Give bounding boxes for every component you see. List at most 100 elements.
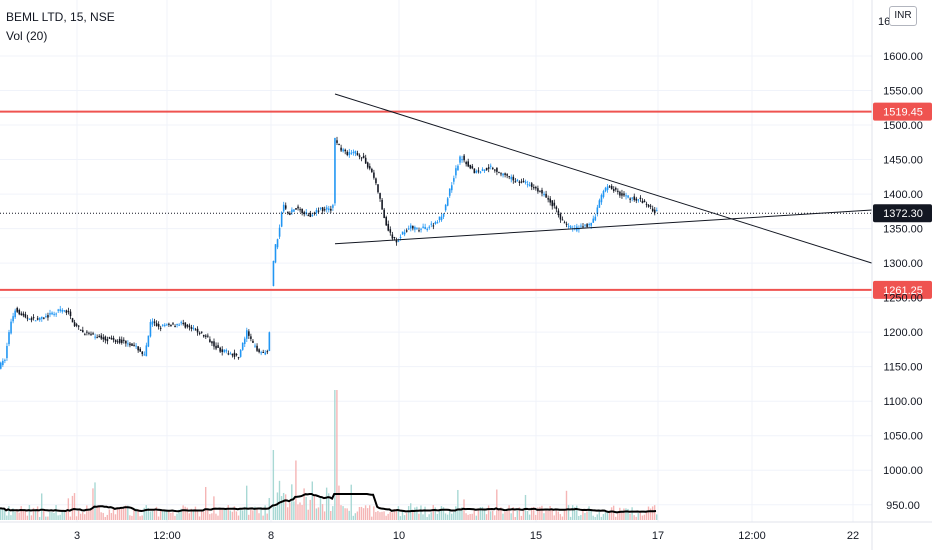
candle-body xyxy=(102,337,105,340)
candle-body xyxy=(629,198,631,200)
candle-body xyxy=(59,309,62,312)
time-tick-label: 17 xyxy=(652,530,664,542)
volume-bar xyxy=(651,506,654,520)
candle-body xyxy=(522,180,525,182)
volume-bar xyxy=(88,511,90,520)
volume-bar xyxy=(369,505,371,520)
volume-bar xyxy=(239,508,242,520)
candle-body xyxy=(615,188,617,190)
volume-bar xyxy=(190,508,193,520)
volume-bar xyxy=(305,496,307,520)
candle-body xyxy=(120,339,123,343)
volume-bar xyxy=(319,496,322,520)
volume-bar xyxy=(621,511,623,520)
volume-bar xyxy=(38,516,41,520)
volume-bar xyxy=(598,509,600,520)
level-tag xyxy=(873,102,932,121)
candle-body xyxy=(266,351,269,353)
candle-body xyxy=(157,324,160,327)
volume-indicator-label[interactable]: Vol (20) xyxy=(6,29,48,43)
volume-bar xyxy=(424,506,426,520)
candle-body xyxy=(506,174,508,176)
price-tick-label: 1500.00 xyxy=(883,120,923,132)
candle-body xyxy=(438,216,441,220)
candle-body xyxy=(338,143,340,145)
volume-bar xyxy=(43,510,45,520)
volume-bar xyxy=(34,509,37,520)
volume-bar xyxy=(328,493,330,520)
volume-bar xyxy=(489,511,492,520)
candle-body xyxy=(426,228,428,230)
volume-bar xyxy=(338,485,340,520)
candle-body xyxy=(90,333,92,335)
volume-bar xyxy=(366,508,369,520)
volume-bar xyxy=(571,505,574,520)
volume-bar xyxy=(61,510,63,520)
volume-bar xyxy=(299,502,301,520)
volume-bar xyxy=(580,515,582,520)
candle-body xyxy=(375,178,377,184)
candle-body xyxy=(237,357,240,359)
volume-bar xyxy=(526,511,529,520)
candle-body xyxy=(594,216,597,221)
symbol-title[interactable]: BEML LTD, 15, NSE xyxy=(6,10,115,24)
candle-body xyxy=(217,345,219,348)
volume-bar xyxy=(494,515,496,520)
candle-body xyxy=(293,209,295,212)
volume-bar xyxy=(381,511,383,520)
last-price-tag xyxy=(873,204,932,223)
volume-bar xyxy=(227,505,229,520)
candle-body xyxy=(518,181,521,183)
volume-bar xyxy=(637,513,639,520)
candle-body xyxy=(403,232,406,235)
candle-body xyxy=(92,333,94,335)
volume-bar xyxy=(28,505,31,520)
candle-body xyxy=(47,315,49,318)
candle-body xyxy=(79,329,82,331)
volume-bar xyxy=(385,515,387,520)
candle-body xyxy=(32,317,35,319)
candle-body xyxy=(639,197,642,199)
volume-bar xyxy=(475,515,477,520)
volume-bar xyxy=(348,510,350,520)
volume-bar xyxy=(145,505,147,520)
candle-body xyxy=(383,209,385,219)
candle-body xyxy=(86,331,88,333)
candle-body xyxy=(69,311,72,317)
candle-body xyxy=(196,328,199,333)
volume-bar xyxy=(153,508,156,520)
candle-body xyxy=(55,313,57,315)
candle-body xyxy=(229,353,232,355)
volume-bar xyxy=(100,512,102,520)
candle-body xyxy=(592,218,595,223)
volume-bar xyxy=(426,516,428,520)
candle-body xyxy=(147,335,150,347)
candle-body xyxy=(647,204,650,207)
candle-body xyxy=(143,354,146,356)
volume-bar xyxy=(176,513,178,520)
candle-body xyxy=(364,157,367,164)
volume-bar xyxy=(623,508,625,520)
candle-body xyxy=(393,237,396,239)
time-tick-label: 3 xyxy=(74,530,80,542)
candle-body xyxy=(537,188,539,192)
candle-body xyxy=(448,188,451,196)
volume-bar xyxy=(211,513,213,520)
candle-body xyxy=(487,167,490,169)
volume-bar xyxy=(469,514,471,520)
candle-body xyxy=(188,325,191,328)
volume-bar xyxy=(522,509,525,520)
volume-bar xyxy=(444,513,447,520)
candle-body xyxy=(239,349,242,357)
volume-bar xyxy=(168,510,170,520)
candle-body xyxy=(161,324,164,326)
volume-bar xyxy=(414,507,416,520)
volume-bar xyxy=(278,480,281,520)
volume-bar xyxy=(563,510,566,520)
candle-body xyxy=(123,339,125,341)
candle-body xyxy=(26,317,29,319)
volume-bar xyxy=(383,511,385,520)
currency-button[interactable]: INR xyxy=(889,6,917,26)
price-tick-label: 1000.00 xyxy=(883,465,923,477)
